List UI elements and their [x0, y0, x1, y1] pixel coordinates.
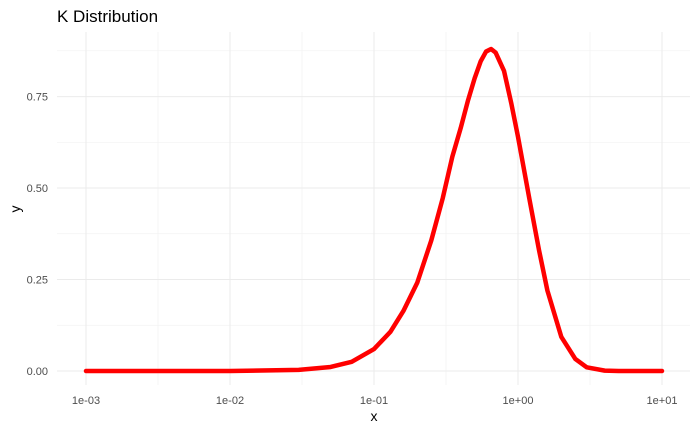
x-tick-label: 1e-01: [360, 395, 388, 407]
grid: [57, 32, 690, 385]
y-tick-label: 0.50: [27, 183, 48, 195]
chart-title: K Distribution: [57, 7, 158, 26]
y-tick-labels: 0.00 0.25 0.50 0.75: [27, 92, 48, 378]
y-tick-label: 0.75: [27, 92, 48, 104]
y-tick-label: 0.25: [27, 275, 48, 287]
x-tick-label: 1e-02: [216, 395, 244, 407]
y-axis-label: y: [7, 206, 23, 213]
series-line: [83, 46, 665, 374]
y-tick-label: 0.00: [27, 366, 48, 378]
x-axis-label: x: [371, 408, 378, 424]
x-tick-label: 1e-03: [72, 395, 100, 407]
series-layer: [83, 46, 665, 374]
x-tick-labels: 1e-03 1e-02 1e-01 1e+00 1e+01: [72, 395, 678, 407]
x-tick-label: 1e+01: [647, 395, 678, 407]
x-tick-label: 1e+00: [503, 395, 534, 407]
